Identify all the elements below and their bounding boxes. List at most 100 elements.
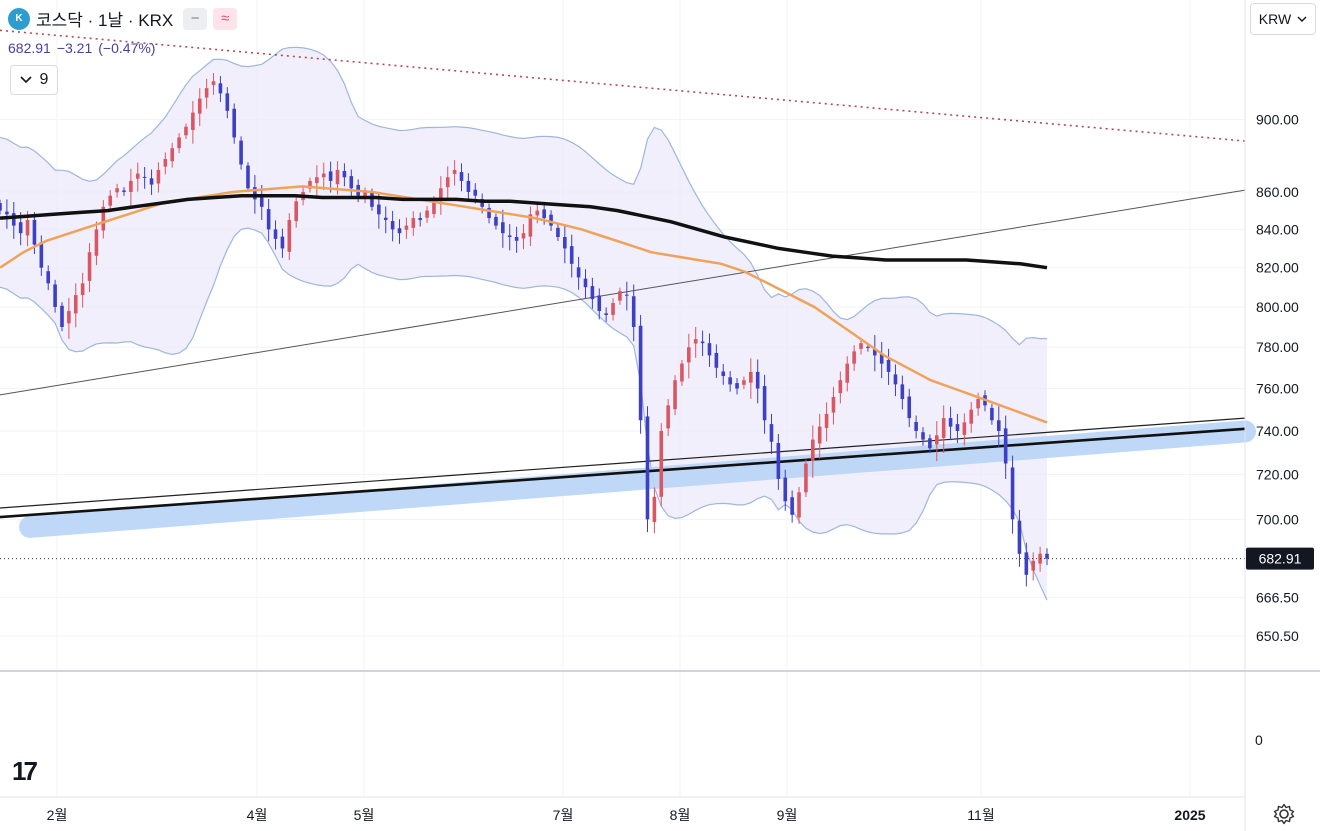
candle-body[interactable] — [535, 210, 540, 216]
candle-body[interactable] — [563, 236, 567, 249]
candle-body[interactable] — [921, 432, 925, 440]
candle-body[interactable] — [170, 148, 175, 162]
candle-body[interactable] — [232, 108, 236, 138]
candle-body[interactable] — [501, 222, 505, 234]
candle-body[interactable] — [253, 187, 257, 200]
candle-body[interactable] — [886, 359, 891, 372]
candle-body[interactable] — [377, 204, 381, 215]
candle-body[interactable] — [308, 180, 312, 189]
candle-body[interactable] — [514, 236, 519, 241]
candle-body[interactable] — [790, 497, 794, 515]
candle-body[interactable] — [184, 126, 188, 136]
candle-body[interactable] — [87, 252, 92, 281]
candle-body[interactable] — [239, 140, 243, 165]
candle-body[interactable] — [115, 188, 119, 193]
candle-body[interactable] — [934, 435, 939, 445]
candle-body[interactable] — [1045, 553, 1049, 559]
candle-body[interactable] — [652, 496, 657, 523]
candle-body[interactable] — [129, 180, 133, 192]
candle-body[interactable] — [811, 439, 815, 461]
candle-body[interactable] — [211, 81, 216, 86]
candle-body[interactable] — [838, 380, 843, 394]
candle-body[interactable] — [955, 424, 960, 431]
candle-body[interactable] — [824, 413, 829, 428]
candle-body[interactable] — [597, 295, 602, 311]
candle-body[interactable] — [411, 218, 416, 228]
candle-body[interactable] — [11, 213, 16, 226]
candle-body[interactable] — [390, 221, 395, 230]
candle-body[interactable] — [990, 407, 994, 421]
candle-body[interactable] — [1003, 428, 1008, 464]
candle-body[interactable] — [204, 88, 209, 98]
candle-body[interactable] — [218, 83, 223, 94]
candle-body[interactable] — [60, 305, 64, 327]
candle-body[interactable] — [859, 343, 863, 349]
candle-body[interactable] — [549, 214, 553, 226]
candle-body[interactable] — [225, 93, 230, 111]
candle-body[interactable] — [5, 211, 9, 215]
candle-body[interactable] — [459, 172, 464, 181]
candle-body[interactable] — [246, 165, 250, 189]
candle-body[interactable] — [721, 371, 726, 377]
candle-body[interactable] — [631, 296, 636, 327]
candle-body[interactable] — [576, 267, 581, 278]
tradingview-logo[interactable]: 17 — [12, 756, 38, 786]
candle-body[interactable] — [948, 418, 953, 427]
candle-body[interactable] — [53, 284, 57, 307]
candle-body[interactable] — [673, 380, 677, 410]
candle-body[interactable] — [67, 310, 71, 324]
candle-body[interactable] — [349, 176, 354, 189]
candle-body[interactable] — [404, 225, 409, 230]
candle-body[interactable] — [452, 169, 457, 174]
indicators-toggle-button[interactable]: 9 — [10, 65, 58, 95]
candle-body[interactable] — [762, 386, 767, 421]
candle-body[interactable] — [383, 217, 388, 220]
candle-body[interactable] — [755, 371, 760, 389]
candle-body[interactable] — [969, 409, 974, 424]
candle-body[interactable] — [783, 477, 788, 502]
candle-body[interactable] — [666, 405, 670, 429]
candle-body[interactable] — [569, 246, 574, 264]
candle-body[interactable] — [590, 286, 595, 300]
candle-body[interactable] — [397, 228, 402, 234]
candle-body[interactable] — [46, 271, 51, 284]
gear-icon[interactable] — [1272, 803, 1296, 827]
candle-body[interactable] — [659, 430, 664, 497]
candle-body[interactable] — [163, 159, 168, 167]
candle-body[interactable] — [852, 351, 856, 364]
candle-body[interactable] — [556, 227, 560, 237]
candle-body[interactable] — [425, 210, 429, 218]
candle-body[interactable] — [342, 171, 347, 178]
candle-body[interactable] — [872, 348, 877, 356]
candle-body[interactable] — [280, 236, 285, 249]
candle-body[interactable] — [25, 219, 30, 236]
time-axis[interactable]: 2월 4월 5월 7월 8월 9월 11월 2025 — [47, 807, 1206, 823]
candle-body[interactable] — [583, 278, 588, 288]
candle-body[interactable] — [122, 190, 126, 192]
candle-body[interactable] — [604, 313, 608, 315]
candle-body[interactable] — [370, 191, 374, 207]
candle-body[interactable] — [135, 173, 140, 179]
candle-body[interactable] — [735, 383, 739, 389]
symbol-title[interactable]: 코스닥 · 1날 · KRX — [36, 11, 174, 30]
candle-body[interactable] — [0, 203, 2, 211]
candle-body[interactable] — [707, 343, 712, 356]
trendline-mid-diagonal[interactable] — [0, 189, 1246, 396]
candle-body[interactable] — [259, 196, 264, 207]
candle-body[interactable] — [418, 218, 422, 220]
candle-body[interactable] — [321, 173, 326, 178]
candle-body[interactable] — [749, 371, 753, 383]
candle-body[interactable] — [941, 418, 946, 438]
candle-body[interactable] — [776, 443, 781, 479]
candle-body[interactable] — [39, 242, 44, 268]
candle-body[interactable] — [900, 384, 905, 400]
candle-body[interactable] — [625, 294, 629, 296]
candle-body[interactable] — [817, 426, 822, 444]
candle-body[interactable] — [769, 424, 774, 442]
candle-body[interactable] — [996, 420, 1001, 431]
candle-body[interactable] — [108, 195, 113, 206]
candle-body[interactable] — [680, 363, 684, 382]
candle-body[interactable] — [191, 112, 195, 130]
candle-body[interactable] — [797, 492, 801, 518]
